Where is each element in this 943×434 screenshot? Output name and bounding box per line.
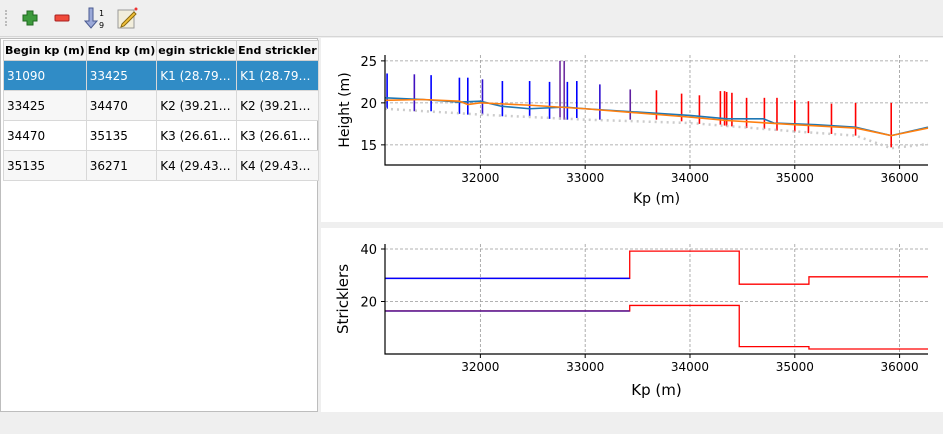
plots-canvas: 32000 33000 34000 35000 36000 15 20 25 Kp (m) Hei…	[334, 55, 929, 399]
x-tick-label: 32000	[461, 360, 499, 374]
plus-icon	[22, 10, 38, 26]
segments-table: Begin kp (m) End kp (m) egin strickle En…	[3, 40, 319, 181]
y-tick-label: 25	[360, 55, 377, 70]
minus-icon	[54, 14, 70, 22]
table-cell[interactable]: 34470	[85, 90, 158, 121]
column-header-begin-strickler[interactable]: egin strickle	[156, 40, 238, 61]
water-line-series	[384, 97, 929, 137]
table-row[interactable]: 31090 33425 K1 (28.79… K1 (28.79…	[3, 60, 319, 91]
table-cell[interactable]: 33425	[3, 90, 87, 121]
y-axis-label: Stricklers	[334, 264, 352, 334]
x-tick-label: 36000	[881, 360, 919, 374]
x-axis-label: Kp (m)	[631, 381, 681, 399]
table-cell[interactable]: K3 (26.61…	[156, 120, 238, 151]
edit-button[interactable]	[114, 6, 140, 30]
table-cell[interactable]: K2 (39.21…	[156, 90, 238, 121]
y-tick-label: 40	[360, 243, 377, 258]
segments-table-panel: Begin kp (m) End kp (m) egin strickle En…	[0, 38, 319, 412]
x-tick-label: 33000	[566, 360, 604, 374]
x-tick-label: 36000	[881, 171, 919, 185]
table-cell[interactable]: 33425	[85, 60, 158, 91]
table-row[interactable]: 34470 35135 K3 (26.61… K3 (26.61…	[3, 120, 319, 151]
svg-text:9: 9	[99, 21, 104, 30]
profile-line-series	[384, 98, 929, 137]
table-cell[interactable]: K4 (29.43…	[236, 150, 319, 181]
x-tick-label: 35000	[776, 360, 814, 374]
y-tick-label: 20	[360, 97, 377, 112]
toolbar-grip[interactable]	[5, 10, 8, 26]
x-tick-label: 32000	[461, 171, 499, 185]
table-row[interactable]: 33425 34470 K2 (39.21… K2 (39.21…	[3, 90, 319, 121]
table-cell[interactable]: K3 (26.61…	[236, 120, 319, 151]
sort-ascending-icon: 19	[83, 7, 104, 30]
table-cell[interactable]: 31090	[3, 60, 87, 91]
x-tick-label: 35000	[776, 171, 814, 185]
add-row-button[interactable]	[17, 6, 43, 30]
table-cell[interactable]: K2 (39.21…	[236, 90, 319, 121]
plot-splitter-handle[interactable]	[321, 222, 943, 228]
remove-row-button[interactable]	[49, 6, 75, 30]
strickler-lower-line	[385, 304, 928, 350]
y-axis-label: Height (m)	[337, 72, 353, 147]
axes-frame	[384, 244, 928, 355]
svg-text:1: 1	[99, 9, 104, 18]
strickler-upper-line	[385, 250, 928, 285]
table-cell[interactable]: 34470	[3, 120, 87, 151]
table-cell[interactable]: 35135	[85, 120, 158, 151]
table-cell[interactable]: K1 (28.79…	[236, 60, 319, 91]
axes-frame	[384, 55, 928, 166]
x-tick-label: 33000	[566, 171, 604, 185]
column-header-end-kp[interactable]: End kp (m)	[85, 40, 158, 61]
table-cell[interactable]: K4 (29.43…	[156, 150, 238, 181]
table-cell[interactable]: 35135	[3, 150, 87, 181]
status-bar	[0, 412, 943, 434]
x-axis-label: Kp (m)	[633, 191, 680, 207]
y-tick-label: 20	[360, 295, 377, 310]
edit-note-icon	[117, 7, 138, 29]
table-header: Begin kp (m) End kp (m) egin strickle En…	[3, 40, 319, 61]
table-cell[interactable]: 36271	[85, 150, 158, 181]
x-tick-label: 34000	[671, 360, 709, 374]
x-tick-label: 34000	[671, 171, 709, 185]
table-row[interactable]: 35135 36271 K4 (29.43… K4 (29.43…	[3, 150, 319, 181]
y-tick-label: 15	[360, 139, 377, 154]
column-header-end-strickler[interactable]: End strickler	[236, 40, 319, 61]
column-header-begin-kp[interactable]: Begin kp (m)	[3, 40, 87, 61]
table-cell[interactable]: K1 (28.79…	[156, 60, 238, 91]
